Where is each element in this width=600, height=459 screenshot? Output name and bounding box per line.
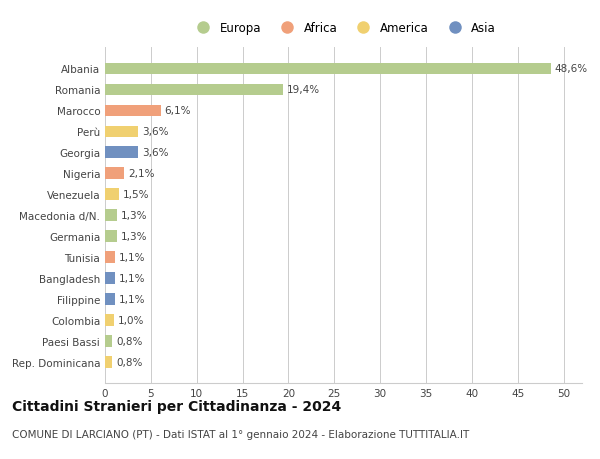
Text: 3,6%: 3,6% <box>142 148 168 158</box>
Bar <box>105 273 115 284</box>
Text: COMUNE DI LARCIANO (PT) - Dati ISTAT al 1° gennaio 2024 - Elaborazione TUTTITALI: COMUNE DI LARCIANO (PT) - Dati ISTAT al … <box>12 429 469 439</box>
Text: 19,4%: 19,4% <box>287 85 320 95</box>
Bar <box>105 315 114 326</box>
Text: 1,1%: 1,1% <box>119 252 145 263</box>
Bar <box>105 147 138 159</box>
Bar <box>105 210 117 222</box>
Bar <box>105 168 124 179</box>
Bar <box>105 252 115 263</box>
Text: 2,1%: 2,1% <box>128 169 154 179</box>
Bar <box>105 84 283 96</box>
Text: 1,3%: 1,3% <box>121 211 147 221</box>
Bar <box>105 126 138 138</box>
Bar <box>105 231 117 242</box>
Text: 6,1%: 6,1% <box>164 106 191 116</box>
Text: 48,6%: 48,6% <box>554 64 587 74</box>
Text: 0,8%: 0,8% <box>116 336 142 347</box>
Bar <box>105 294 115 305</box>
Text: 1,3%: 1,3% <box>121 232 147 241</box>
Bar <box>105 63 551 75</box>
Text: 1,1%: 1,1% <box>119 295 145 304</box>
Bar <box>105 189 119 201</box>
Text: 1,1%: 1,1% <box>119 274 145 284</box>
Bar <box>105 105 161 117</box>
Text: 3,6%: 3,6% <box>142 127 168 137</box>
Text: 1,5%: 1,5% <box>122 190 149 200</box>
Bar <box>105 357 112 368</box>
Text: 0,8%: 0,8% <box>116 357 142 367</box>
Text: 1,0%: 1,0% <box>118 315 144 325</box>
Bar <box>105 336 112 347</box>
Legend: Europa, Africa, America, Asia: Europa, Africa, America, Asia <box>187 17 500 39</box>
Text: Cittadini Stranieri per Cittadinanza - 2024: Cittadini Stranieri per Cittadinanza - 2… <box>12 399 341 413</box>
